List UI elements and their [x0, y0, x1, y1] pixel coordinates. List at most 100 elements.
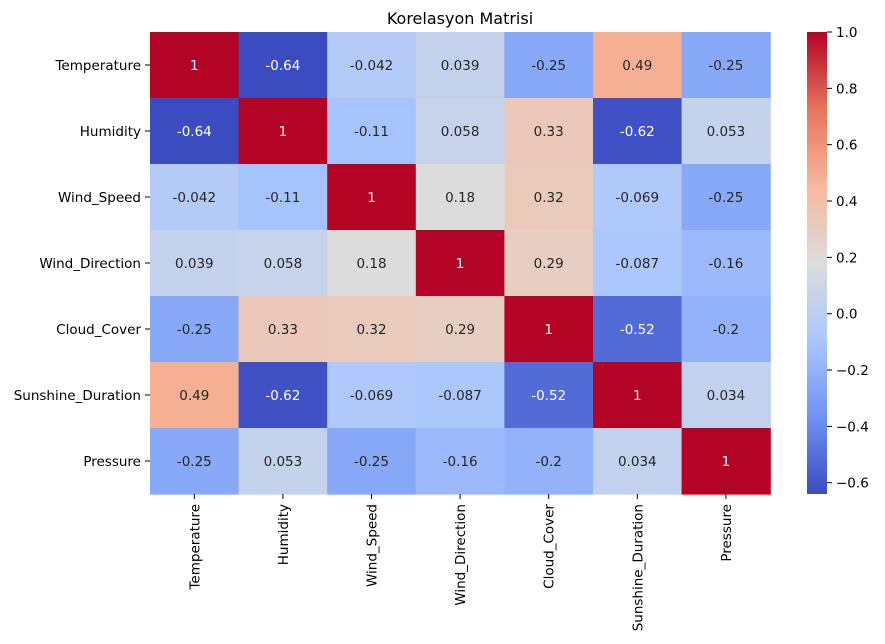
cell-annotation: -0.25 — [354, 454, 389, 470]
cell-annotation: -0.2 — [713, 322, 739, 338]
row-labels: Temperature Humidity Wind_Speed Wind_Direct… — [14, 58, 150, 470]
heatmap-cell — [593, 296, 683, 363]
colorbar-tick-label: 0.6 — [836, 138, 857, 154]
x-tick-label: Sunshine_Duration — [630, 504, 646, 631]
heatmap-cell — [504, 296, 594, 363]
cell-annotation: 0.039 — [175, 256, 214, 272]
cell-annotation: -0.25 — [177, 454, 212, 470]
cell-annotation: 1 — [544, 322, 553, 338]
heatmap-cell — [593, 98, 683, 165]
heatmap-cell — [415, 164, 505, 231]
heatmap-cell — [415, 230, 505, 297]
heatmap-cell — [415, 362, 505, 429]
heatmap-cell — [327, 362, 417, 429]
y-tick-label: Wind_Direction — [39, 256, 141, 272]
x-tick-label: Cloud_Cover — [542, 504, 558, 589]
heatmap-cell — [327, 164, 417, 231]
cell-annotation: -0.11 — [354, 124, 389, 140]
cell-annotation: -0.64 — [177, 124, 212, 140]
heatmap-cell — [415, 428, 505, 495]
cell-annotation: -0.087 — [438, 388, 482, 404]
heatmap-cell — [238, 98, 328, 165]
cell-annotation: -0.25 — [531, 58, 566, 74]
heatmap-cell — [327, 230, 417, 297]
heatmap-cell — [150, 32, 240, 99]
heatmap-cell — [593, 428, 683, 495]
cell-annotation: 1 — [456, 256, 465, 272]
heatmap-cell — [150, 296, 240, 363]
cell-annotation: -0.11 — [265, 190, 300, 206]
cell-annotation: 0.33 — [534, 124, 564, 140]
heatmap-cell — [150, 230, 240, 297]
cell-annotation: 0.32 — [534, 190, 564, 206]
cell-annotation: -0.25 — [708, 190, 743, 206]
cell-annotation: 0.058 — [441, 124, 480, 140]
heatmap-cell — [593, 362, 683, 429]
heatmap-cells — [150, 32, 771, 495]
cell-annotation: -0.52 — [620, 322, 655, 338]
colorbar-tick-label: −0.6 — [836, 476, 869, 492]
heatmap-cell — [327, 98, 417, 165]
heatmap-cell — [327, 296, 417, 363]
cell-annotation: 0.053 — [707, 124, 746, 140]
cell-annotation: 0.058 — [264, 256, 303, 272]
cell-annotation: 0.29 — [534, 256, 564, 272]
cell-annotation: -0.64 — [265, 58, 300, 74]
chart-title: Korelasyon Matrisi — [387, 9, 533, 28]
column-labels: Temperature Humidity Wind_Speed Wind_Direct… — [187, 494, 735, 631]
heatmap-cell — [327, 32, 417, 99]
heatmap-cell — [238, 296, 328, 363]
cell-annotation: 0.039 — [441, 58, 480, 74]
heatmap-cell — [681, 230, 771, 297]
cell-annotation: 0.49 — [179, 388, 209, 404]
cell-annotation: -0.25 — [708, 58, 743, 74]
cell-annotation: 0.18 — [356, 256, 386, 272]
heatmap-cell — [504, 428, 594, 495]
y-tick-label: Wind_Speed — [58, 190, 141, 206]
cell-annotation: 0.29 — [445, 322, 475, 338]
heatmap-cell — [681, 296, 771, 363]
heatmap-cell — [150, 164, 240, 231]
cell-annotation: 1 — [722, 454, 731, 470]
cell-annotation: -0.069 — [616, 190, 660, 206]
heatmap-cell — [238, 164, 328, 231]
cell-annotations: 1 -0.64 -0.042 0.039 -0.25 0.49 -0.25 -0.64 1 -0.… — [173, 58, 746, 470]
heatmap-cell — [150, 428, 240, 495]
x-tick-label: Wind_Speed — [365, 504, 381, 587]
heatmap-cell — [681, 428, 771, 495]
colorbar-tick-label: 1.0 — [836, 25, 857, 41]
heatmap-cell — [504, 230, 594, 297]
y-tick-label: Pressure — [83, 454, 141, 470]
cell-annotation: -0.16 — [443, 454, 478, 470]
cell-annotation: -0.16 — [708, 256, 743, 272]
cell-annotation: 1 — [279, 124, 288, 140]
heatmap-cell — [327, 428, 417, 495]
colorbar-tick-label: −0.2 — [836, 363, 869, 379]
cell-annotation: 0.034 — [618, 454, 657, 470]
cell-annotation: 0.034 — [707, 388, 746, 404]
heatmap-cell — [504, 362, 594, 429]
cell-annotation: -0.2 — [536, 454, 562, 470]
heatmap-cell — [593, 32, 683, 99]
cell-annotation: -0.25 — [177, 322, 212, 338]
cell-annotation: -0.087 — [616, 256, 660, 272]
heatmap-cell — [593, 164, 683, 231]
cell-annotation: -0.042 — [173, 190, 217, 206]
x-tick-label: Temperature — [187, 504, 203, 591]
heatmap-cell — [150, 98, 240, 165]
x-tick-label: Wind_Direction — [453, 504, 469, 606]
heatmap-cell — [415, 296, 505, 363]
colorbar-tick-label: 0.2 — [836, 250, 857, 266]
cell-annotation: 1 — [190, 58, 199, 74]
colorbar-tick-label: 0.0 — [836, 307, 857, 323]
heatmap-cell — [238, 32, 328, 99]
heatmap-cell — [681, 164, 771, 231]
heatmap-cell — [238, 362, 328, 429]
cell-annotation: -0.62 — [620, 124, 655, 140]
heatmap-cell — [681, 32, 771, 99]
heatmap-cell — [415, 32, 505, 99]
colorbar-tick-label: −0.4 — [836, 419, 869, 435]
y-tick-label: Temperature — [54, 58, 141, 74]
colorbar-gradient — [807, 32, 827, 494]
